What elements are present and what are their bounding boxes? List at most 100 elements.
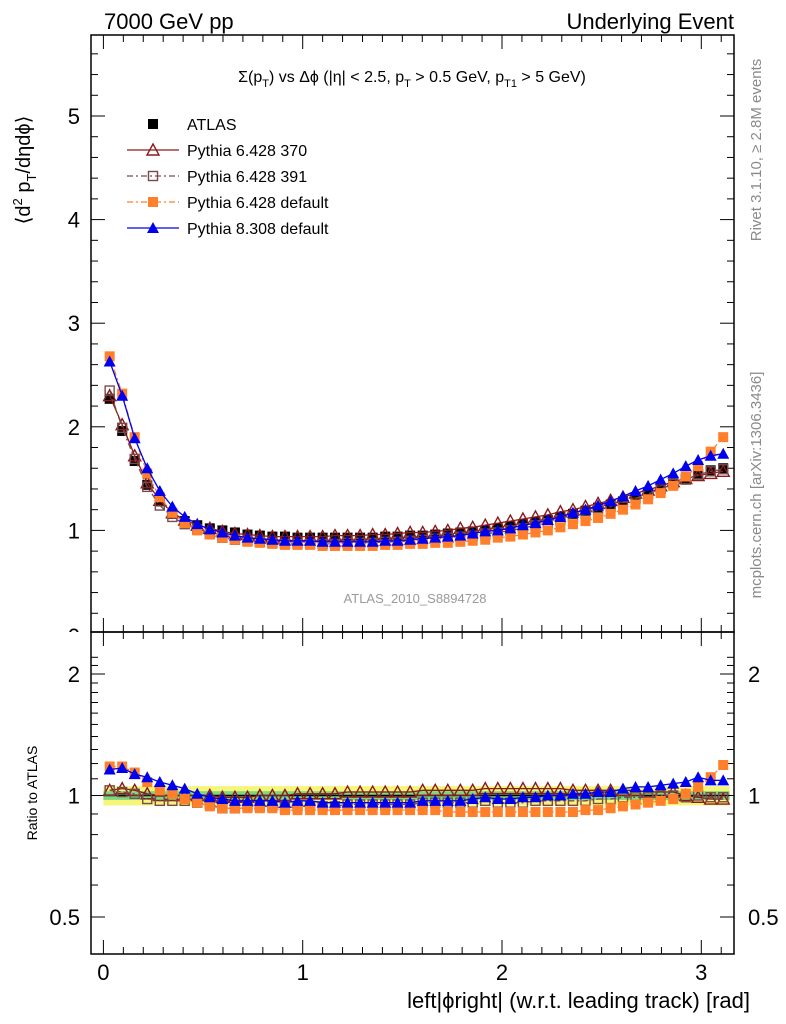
data-point [391, 796, 404, 808]
data-point [142, 468, 153, 479]
data-point [617, 496, 628, 507]
data-point [718, 463, 729, 474]
data-point [379, 796, 392, 808]
data-point [153, 776, 166, 788]
data-point [505, 531, 516, 542]
data-point [316, 535, 329, 547]
data-point [154, 492, 165, 503]
legend-entry: Pythia 8.308 default [127, 221, 329, 238]
data-point [592, 786, 605, 798]
data-point [579, 787, 592, 799]
data-point [116, 389, 129, 401]
data-point [703, 791, 718, 805]
data-point [254, 803, 265, 814]
data-point [153, 485, 166, 497]
legend-label: Pythia 6.428 default [187, 195, 329, 212]
data-point [530, 807, 541, 818]
legend-label: Pythia 6.428 370 [187, 143, 307, 160]
data-point [129, 788, 140, 799]
legend-marker [147, 222, 159, 233]
data-point [705, 466, 716, 477]
data-point [178, 782, 191, 794]
legend-label: ATLAS [187, 117, 237, 134]
data-point [417, 805, 428, 816]
series-line-pythia-6-428-default [109, 356, 724, 547]
ratio-y-tick-label-right: 2 [748, 662, 760, 687]
legend-marker [147, 170, 159, 182]
data-point [291, 794, 304, 806]
y-tick-label-zero: 0 [68, 624, 80, 649]
data-point [703, 465, 718, 480]
data-point [668, 480, 679, 491]
main-panel: 1 2 3 4 5 0 Σ(pT) vs Δϕ (|η| < 2.5, pT > 0.5 … [68, 34, 735, 649]
series-line-pythia-8-308-default [109, 361, 724, 543]
ratio-axis-ticks [91, 632, 734, 954]
data-point [479, 525, 492, 537]
data-point [429, 794, 442, 806]
data-point [142, 793, 153, 805]
data-point [643, 488, 654, 499]
ratio-y-tick-label-right: 1 [748, 784, 760, 809]
data-point [629, 780, 642, 792]
data-point [429, 531, 442, 543]
x-tick-label: 0 [97, 960, 109, 985]
data-point [617, 801, 628, 812]
data-point [229, 803, 240, 814]
data-point [405, 805, 416, 816]
data-point [304, 534, 317, 546]
data-point [555, 522, 566, 533]
data-point [530, 527, 541, 538]
data-point [291, 534, 304, 546]
data-point [379, 534, 392, 546]
data-point [629, 485, 642, 497]
data-point [692, 453, 705, 465]
data-point [354, 796, 367, 808]
data-point [492, 532, 503, 543]
data-point [616, 782, 629, 794]
main-series-layer [102, 351, 731, 551]
y-tick-label: 5 [68, 104, 80, 129]
data-point [317, 805, 328, 816]
data-point [642, 780, 655, 792]
data-point [305, 805, 316, 816]
data-point [391, 534, 404, 546]
data-point [128, 768, 141, 780]
data-point [579, 503, 592, 515]
data-point [179, 794, 190, 805]
data-point [404, 533, 417, 545]
plot-title: Σ(pT) vs Δϕ (|η| < 2.5, pT > 0.5 GeV, pT… [238, 69, 586, 90]
data-point [328, 796, 341, 808]
data-point [592, 499, 605, 511]
header-energy-label: 7000 GeV pp [104, 9, 234, 34]
data-point [717, 774, 730, 786]
data-point [241, 531, 254, 543]
data-point [430, 537, 441, 548]
data-point [355, 805, 366, 816]
data-point [566, 506, 579, 518]
data-point [491, 524, 504, 536]
data-point [555, 807, 566, 818]
data-point [455, 807, 466, 818]
ratio-series-layer [102, 760, 731, 818]
data-point [341, 535, 354, 547]
data-point [690, 468, 706, 482]
data-point [718, 760, 729, 771]
data-point [278, 534, 291, 546]
data-point [216, 793, 229, 805]
data-point [542, 525, 553, 536]
data-point [366, 796, 379, 808]
data-point [178, 510, 191, 522]
data-point [454, 794, 467, 806]
data-point [716, 791, 731, 805]
data-point [392, 805, 403, 816]
main-y-tick-labels: 1 2 3 4 5 0 [68, 104, 80, 649]
data-point [616, 490, 629, 502]
rivet-version-label: Rivet 3.1.10, ≥ 2.8M events [748, 59, 765, 242]
data-point [328, 535, 341, 547]
data-point [167, 788, 178, 799]
data-point [654, 779, 667, 791]
ratio-panel-frame [90, 631, 735, 955]
data-point [267, 803, 278, 814]
data-point [417, 538, 428, 549]
data-point [479, 791, 492, 803]
